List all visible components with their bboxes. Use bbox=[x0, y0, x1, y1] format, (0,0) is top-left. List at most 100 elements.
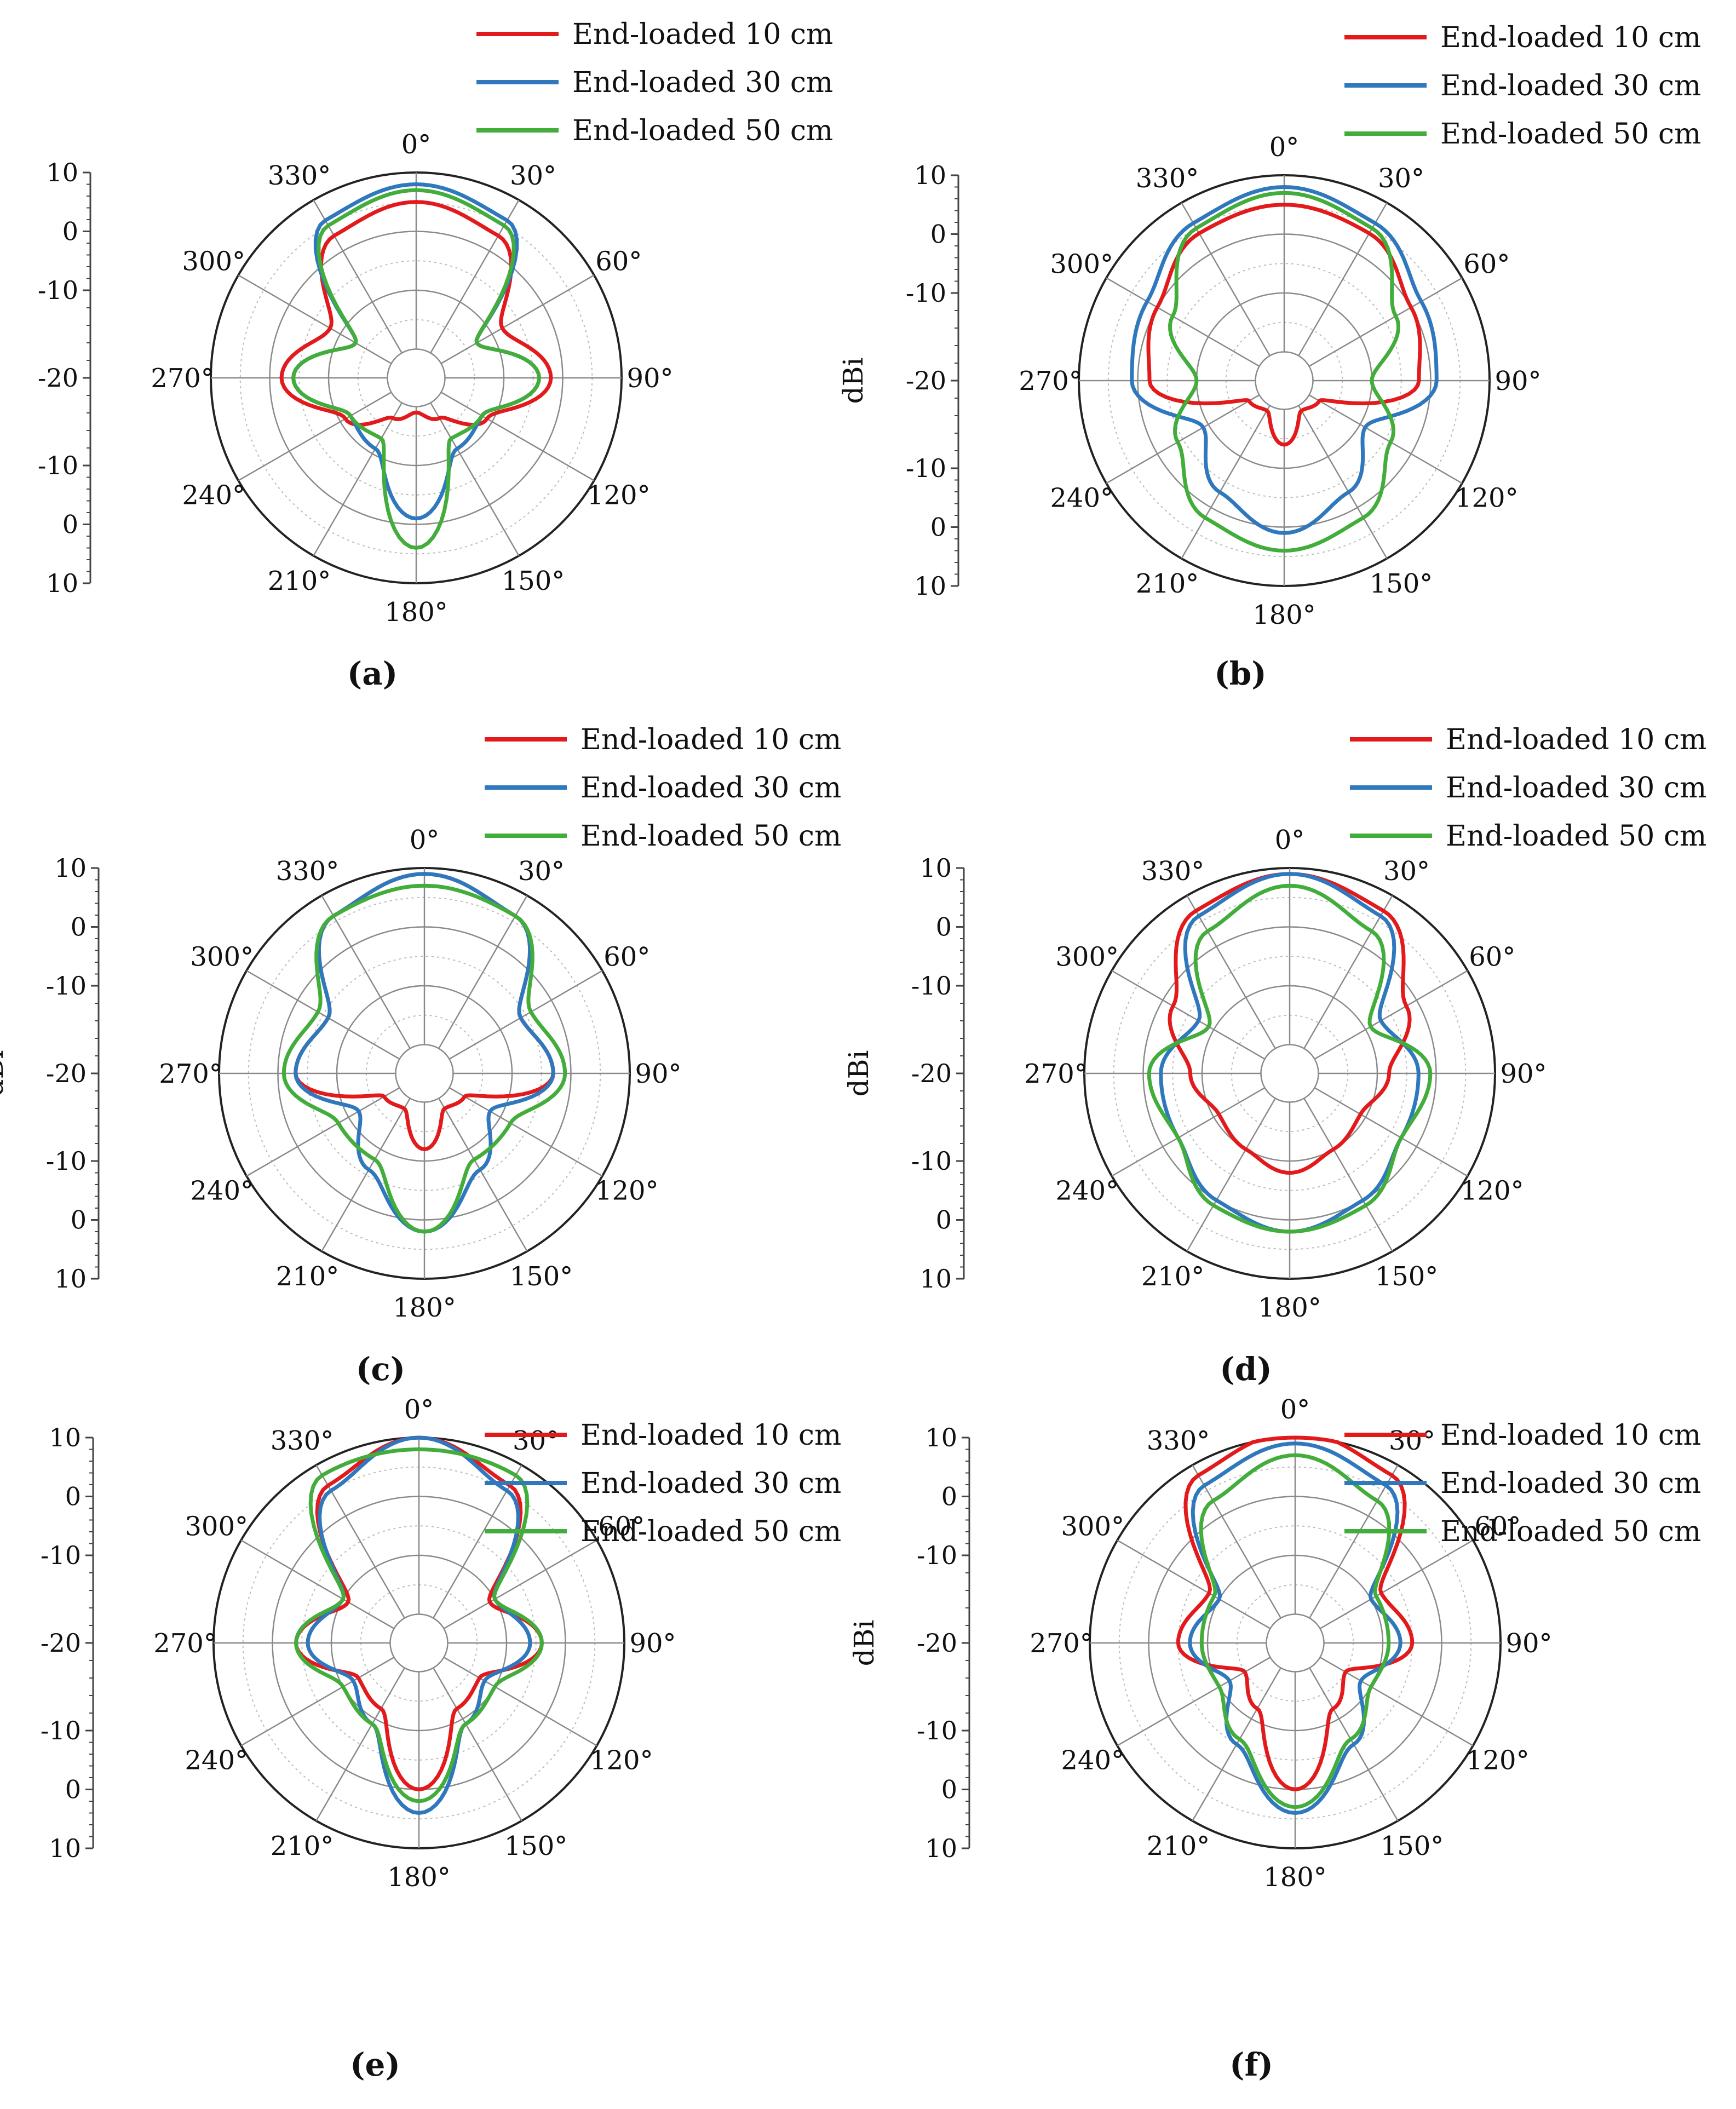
grid-spoke bbox=[449, 1087, 603, 1177]
angle-label: 300° bbox=[190, 942, 254, 973]
angle-label: 0° bbox=[410, 825, 440, 855]
radial-tick-label: 0 bbox=[65, 1482, 81, 1512]
radial-tick-label: 10 bbox=[914, 571, 946, 601]
angle-label: 90° bbox=[1500, 1059, 1547, 1089]
legend-label-2: End-loaded 30 cm bbox=[1440, 70, 1701, 102]
angle-label: 60° bbox=[598, 1512, 645, 1542]
series-line-1 bbox=[294, 1435, 544, 1791]
series-line-3 bbox=[1168, 191, 1400, 553]
grid-ring bbox=[1255, 351, 1314, 410]
angle-label: 240° bbox=[1055, 1176, 1119, 1206]
angle-label: 210° bbox=[276, 1261, 340, 1292]
radial-tick-label: 0 bbox=[62, 510, 78, 539]
radial-tick-label: -10 bbox=[911, 971, 952, 1001]
angle-label: 30° bbox=[1389, 1426, 1435, 1456]
angle-label: 270° bbox=[153, 1628, 217, 1659]
angle-label: 270° bbox=[1019, 366, 1082, 396]
angle-label: 30° bbox=[510, 160, 556, 191]
angle-label: 300° bbox=[182, 246, 245, 277]
y-axis-label: dBi bbox=[848, 1620, 880, 1666]
series-line-3 bbox=[1147, 883, 1433, 1234]
angle-label: 300° bbox=[1050, 249, 1113, 280]
angle-label: 210° bbox=[1141, 1261, 1205, 1292]
angle-label: 150° bbox=[1381, 1831, 1444, 1861]
grid-spoke bbox=[1117, 1657, 1271, 1746]
grid-spoke bbox=[1298, 202, 1388, 357]
grid-spoke bbox=[1106, 394, 1260, 484]
y-axis-label: dBi bbox=[837, 358, 869, 404]
radial-tick-label: -10 bbox=[38, 275, 78, 305]
radial-tick-label: -10 bbox=[906, 453, 946, 483]
panel-caption: (c) bbox=[356, 1351, 405, 1388]
panel-caption: (e) bbox=[350, 2046, 400, 2083]
radial-tick-label: 10 bbox=[919, 1264, 952, 1294]
grid-spoke bbox=[246, 1087, 400, 1177]
legend-label-1: End-loaded 10 cm bbox=[1440, 21, 1701, 54]
angle-label: 120° bbox=[1461, 1176, 1524, 1206]
series-line-3 bbox=[1199, 1453, 1392, 1809]
panel-caption: (f) bbox=[1229, 2046, 1273, 2083]
radial-tick-label: -10 bbox=[911, 1146, 952, 1176]
y-axis-label: dBi bbox=[843, 1050, 875, 1097]
angle-label: 150° bbox=[1375, 1261, 1439, 1292]
legend-label-2: End-loaded 30 cm bbox=[1440, 1467, 1701, 1500]
angle-label: 120° bbox=[1455, 483, 1519, 514]
angle-label: 30° bbox=[518, 856, 565, 887]
angle-label: 60° bbox=[1474, 1512, 1521, 1542]
grid-ring bbox=[1266, 1613, 1325, 1673]
angle-label: 90° bbox=[1505, 1628, 1552, 1659]
radial-tick-label: -20 bbox=[41, 1628, 81, 1658]
panel-caption: (a) bbox=[347, 655, 398, 692]
angle-label: 270° bbox=[159, 1059, 222, 1089]
angle-label: 150° bbox=[504, 1831, 568, 1861]
radial-tick-label: -10 bbox=[917, 1716, 957, 1745]
radial-tick-label: -10 bbox=[46, 971, 87, 1001]
angle-label: 60° bbox=[1463, 249, 1510, 280]
angle-label: 60° bbox=[1469, 942, 1515, 973]
grid-spoke bbox=[1308, 277, 1463, 367]
grid-spoke bbox=[240, 1539, 395, 1629]
grid-ring bbox=[387, 348, 446, 407]
radial-tick-label: -20 bbox=[911, 1059, 952, 1088]
radial-tick-label: -10 bbox=[41, 1716, 81, 1745]
polar-panel-e: 0° 30° 60° 90° 120° 150° 180° 210° 240° 270° 300° 3… bbox=[0, 1394, 841, 2083]
angle-label: 0° bbox=[1269, 132, 1300, 163]
legend-label-3: End-loaded 50 cm bbox=[1440, 1515, 1701, 1548]
angle-label: 180° bbox=[387, 1862, 451, 1893]
radial-tick-label: -20 bbox=[46, 1059, 87, 1088]
grid-spoke bbox=[1181, 405, 1271, 559]
angle-label: 0° bbox=[1275, 825, 1305, 855]
grid-spoke bbox=[433, 1667, 522, 1821]
series-line-1 bbox=[1146, 203, 1422, 447]
radial-tick-label: 0 bbox=[71, 912, 87, 942]
angle-label: 300° bbox=[185, 1512, 248, 1542]
grid-spoke bbox=[440, 274, 595, 364]
radial-tick-label: 0 bbox=[930, 220, 946, 249]
radial-tick-label: -10 bbox=[917, 1541, 957, 1570]
angle-label: 120° bbox=[595, 1176, 659, 1206]
radial-tick-label: -10 bbox=[906, 278, 946, 308]
legend-label-2: End-loaded 30 cm bbox=[1446, 772, 1706, 804]
angle-label: 180° bbox=[1258, 1292, 1321, 1323]
series-line-1 bbox=[1168, 872, 1412, 1175]
series-line-1 bbox=[1176, 1435, 1415, 1791]
polar-panel-d: 0° 30° 60° 90° 120° 150° 180° 210° 240° 270° 300° 3… bbox=[843, 723, 1706, 1388]
grid-spoke bbox=[1111, 1087, 1266, 1177]
grid-spoke bbox=[1186, 1097, 1276, 1252]
legend-label-3: End-loaded 50 cm bbox=[1446, 820, 1706, 853]
angle-label: 210° bbox=[1147, 1831, 1210, 1861]
grid-ring bbox=[389, 1613, 449, 1673]
radial-tick-label: 0 bbox=[936, 912, 952, 942]
angle-label: 150° bbox=[1370, 568, 1433, 599]
series-line-2 bbox=[1130, 185, 1439, 535]
radial-tick-label: 10 bbox=[919, 853, 952, 883]
grid-spoke bbox=[1298, 405, 1388, 559]
angle-label: 270° bbox=[151, 363, 214, 394]
angle-label: 180° bbox=[1252, 600, 1316, 630]
polar-panel-f: 0° 30° 60° 90° 120° 150° 180° 210° 240° 270° 300° 3… bbox=[848, 1394, 1701, 2083]
grid-spoke bbox=[246, 970, 400, 1060]
angle-label: 300° bbox=[1061, 1512, 1124, 1542]
angle-label: 0° bbox=[404, 1394, 434, 1425]
grid-spoke bbox=[1319, 1539, 1474, 1629]
